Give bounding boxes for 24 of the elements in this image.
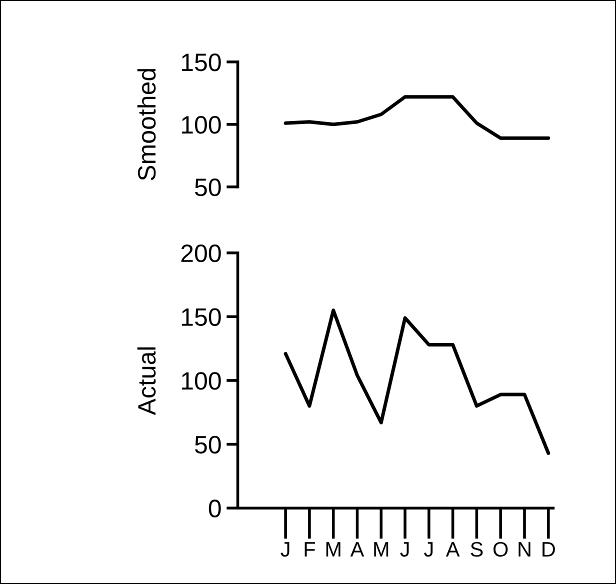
x-tick-label: A: [446, 542, 460, 557]
y-tick-label: 0: [208, 500, 221, 518]
x-tick-label: N: [518, 542, 530, 557]
x-tick-label: M: [326, 542, 340, 557]
x-tick-label: D: [542, 542, 555, 557]
y-tick-label: 100: [182, 372, 221, 390]
x-tick-label: M: [374, 542, 388, 557]
y-tick-label: 150: [182, 308, 221, 326]
y-axis-title: Smoothed: [137, 69, 156, 180]
x-tick-label: S: [470, 542, 483, 557]
line-series: [284, 95, 550, 140]
y-tick-label: 150: [182, 54, 221, 72]
x-tick-label: A: [350, 542, 364, 557]
line-series: [284, 308, 550, 455]
x-tick-label: J: [280, 542, 290, 557]
x-tick-label: F: [304, 542, 315, 557]
y-tick-label: 50: [195, 436, 221, 454]
y-tick-label: 50: [195, 178, 221, 196]
y-tick-label: 100: [182, 116, 221, 134]
y-axis-title: Actual: [137, 347, 156, 416]
x-tick-label: J: [400, 542, 409, 557]
x-tick-label: J: [424, 542, 433, 557]
x-tick-label: O: [493, 542, 508, 557]
y-tick-label: 200: [181, 244, 221, 262]
